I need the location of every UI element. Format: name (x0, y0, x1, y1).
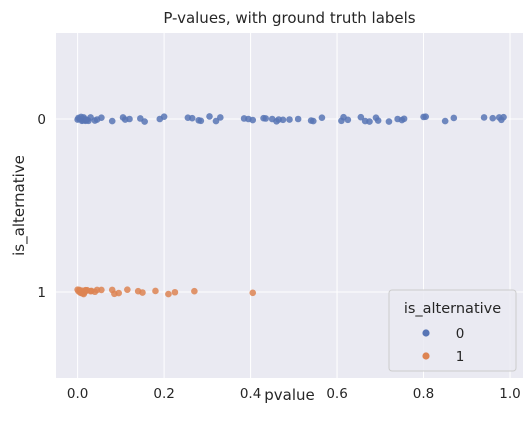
data-point-series-0 (126, 115, 133, 123)
data-point-series-0 (309, 117, 317, 125)
legend-marker-1 (422, 352, 430, 360)
x-tick-label: 0.2 (153, 386, 174, 402)
y-axis-label: is_alternative (10, 155, 29, 256)
data-point-series-0 (217, 114, 224, 121)
chart-title: P-values, with ground truth labels (163, 9, 415, 27)
x-tick-label: 0.6 (326, 386, 347, 402)
data-point-series-0 (206, 113, 213, 120)
data-point-series-0 (400, 115, 408, 123)
data-point-series-0 (294, 115, 302, 123)
data-point-series-0 (279, 116, 287, 124)
data-point-series-0 (286, 116, 293, 123)
x-tick-label: 1.0 (499, 386, 520, 402)
data-point-series-0 (212, 117, 220, 125)
data-point-series-0 (197, 117, 205, 125)
data-point-series-0 (357, 113, 365, 121)
legend-marker-0 (422, 329, 430, 337)
data-point-series-0 (344, 116, 352, 124)
y-tick-label: 1 (37, 285, 46, 301)
data-point-series-1 (98, 286, 105, 294)
data-point-series-1 (171, 288, 179, 296)
x-tick-labels: 0.0 0.2 0.4 0.6 0.8 1.0 (67, 386, 521, 402)
data-point-series-0 (108, 117, 116, 125)
data-point-series-0 (160, 113, 168, 120)
data-point-series-1 (152, 287, 159, 295)
data-point-series-0 (385, 118, 393, 125)
data-point-series-1 (124, 286, 131, 293)
data-point-series-0 (188, 114, 196, 122)
legend-box (388, 289, 517, 372)
data-point-series-0 (366, 118, 373, 125)
data-point-series-1 (115, 289, 122, 297)
data-point-series-1 (191, 287, 198, 295)
data-points (74, 113, 507, 298)
data-point-series-0 (450, 114, 458, 122)
data-point-series-0 (441, 117, 449, 125)
data-point-series-0 (374, 117, 382, 124)
legend: is_alternative 0 1 (388, 289, 517, 372)
legend-label-1: 1 (456, 349, 465, 365)
data-point-series-0 (249, 116, 257, 124)
x-axis-label: pvalue (264, 386, 315, 404)
y-tick-labels: 01 (37, 112, 46, 301)
data-point-series-1 (139, 289, 146, 296)
x-tick-label: 0.4 (240, 386, 261, 402)
legend-label-0: 0 (456, 326, 465, 342)
data-point-series-0 (489, 114, 497, 122)
data-point-series-0 (318, 114, 326, 121)
data-point-series-0 (141, 118, 148, 125)
data-point-series-0 (98, 114, 105, 121)
data-point-series-0 (480, 114, 488, 121)
data-point-series-1 (249, 289, 257, 297)
data-point-series-1 (165, 290, 172, 298)
data-point-series-0 (422, 113, 430, 120)
x-tick-label: 0.0 (67, 386, 88, 402)
data-point-series-0 (262, 115, 270, 122)
x-tick-label: 0.8 (413, 386, 434, 402)
y-tick-label: 0 (37, 112, 46, 128)
data-point-series-0 (500, 113, 507, 121)
legend-title: is_alternative (404, 301, 501, 317)
